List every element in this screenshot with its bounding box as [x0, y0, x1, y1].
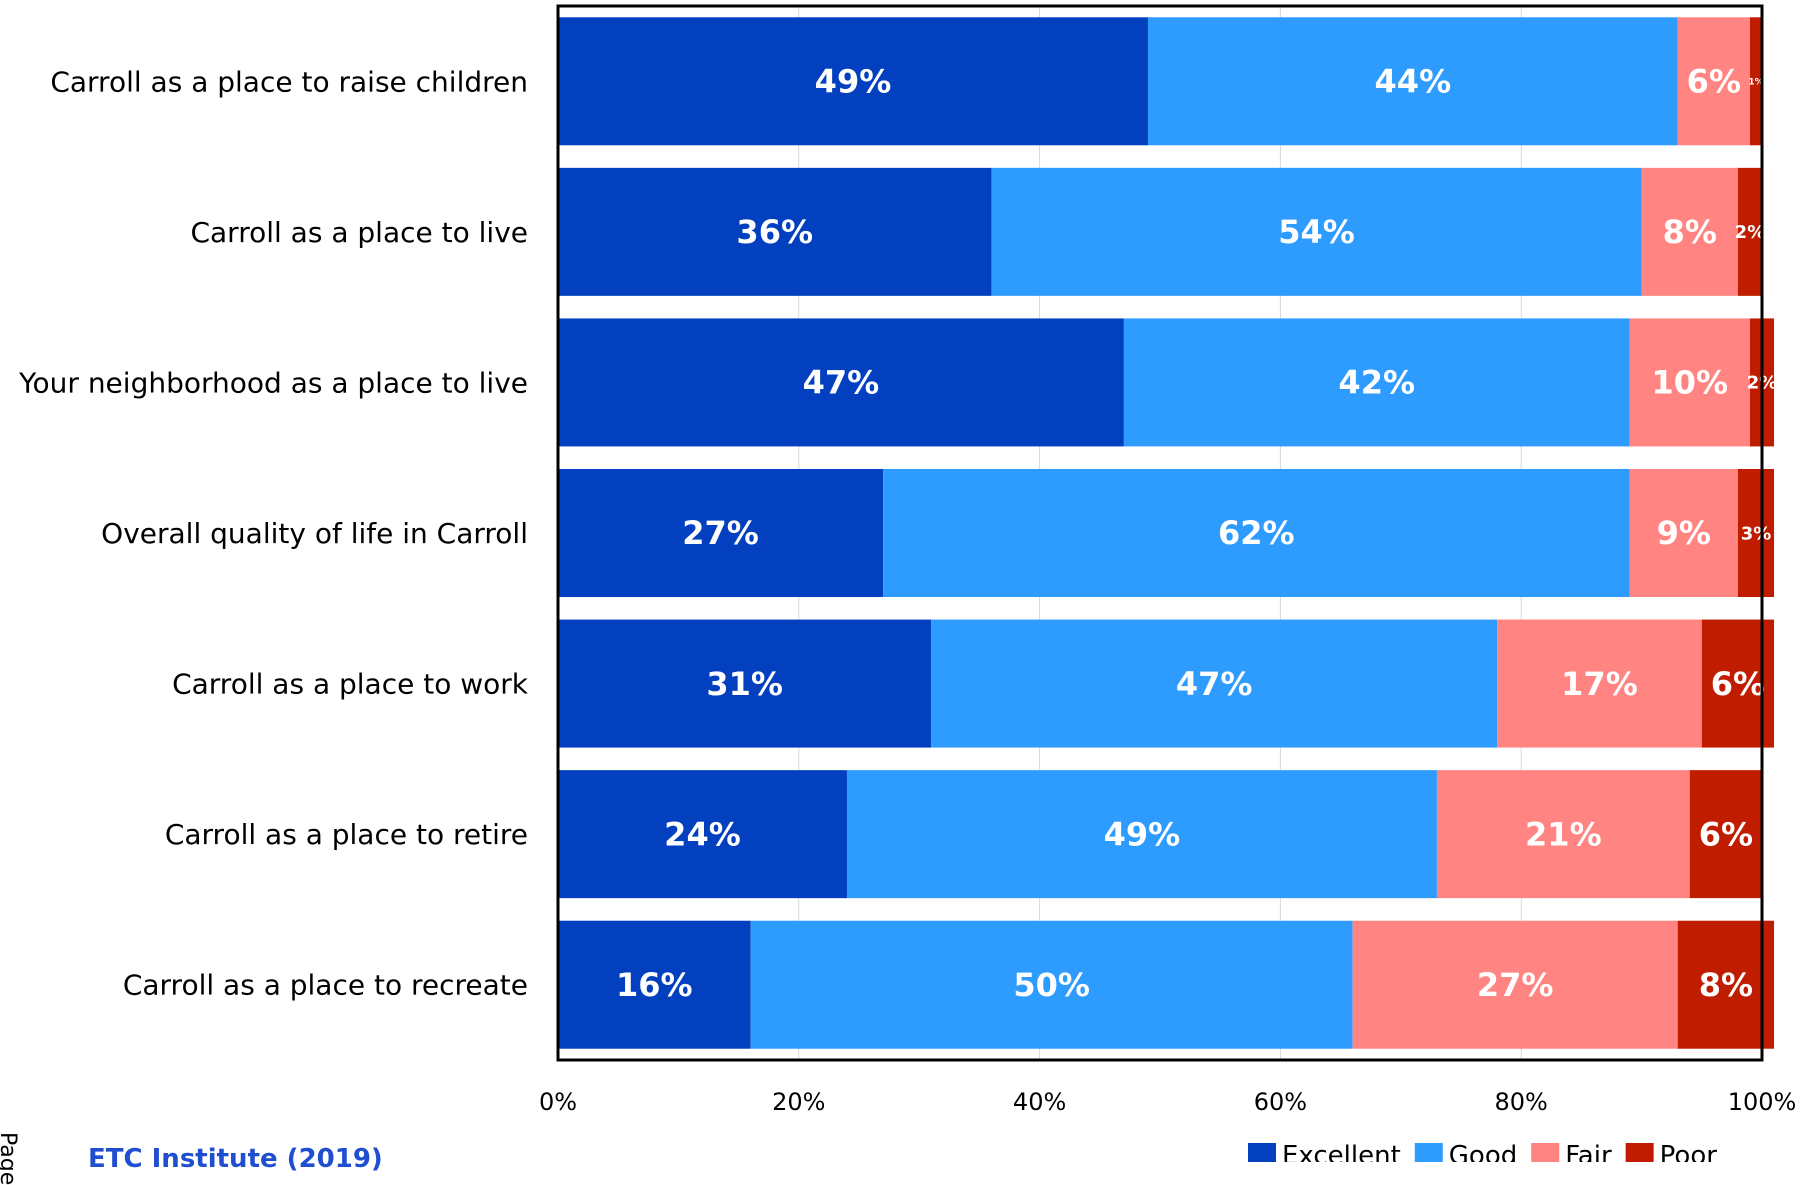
category-label: Carroll as a place to retire [165, 818, 528, 851]
bar-segment-fair [1497, 619, 1702, 748]
data-label: 36% [736, 213, 813, 251]
x-tick-label: 0% [539, 1088, 577, 1116]
category-label: Overall quality of life in Carroll [101, 517, 528, 550]
bar-segment-fair [1436, 770, 1690, 899]
legend-swatch-good [1414, 1143, 1443, 1162]
legend-swatch-fair [1531, 1143, 1560, 1162]
bar-segment-excellent [558, 770, 847, 899]
data-label: 16% [616, 966, 693, 1004]
category-labels: Carroll as a place to raise children Carr… [18, 65, 529, 1001]
legend-label: Excellent [1282, 1141, 1401, 1162]
bar-segment-good [1147, 17, 1678, 146]
category-label: Carroll as a place to work [172, 668, 529, 701]
plot-frame [556, 4, 1764, 1062]
bar-segment-fair [1352, 920, 1678, 1049]
bar-segment-good [846, 770, 1437, 899]
data-label: 8% [1663, 213, 1717, 251]
bar-segment-good [991, 167, 1642, 296]
legend-label: Poor [1660, 1141, 1718, 1162]
x-tick-label: 100% [1728, 1088, 1797, 1116]
bar-segment-excellent [558, 318, 1124, 447]
legend-label: Fair [1565, 1141, 1612, 1162]
data-label: 47% [803, 364, 880, 402]
category-label: Carroll as a place to live [190, 216, 528, 249]
x-tick-label: 80% [1495, 1088, 1548, 1116]
bar-segment-excellent [558, 167, 992, 296]
x-axis-ticks: 0% 20% 40% 60% 80% 100% [539, 1088, 1796, 1116]
bars: 49% 44% 6% 1%36% 54% 8% 2%47% 42% 10% 2%27% 62% 9% 3… [558, 17, 1777, 1049]
legend-swatch-poor [1625, 1143, 1654, 1162]
bar-segment-good [1123, 318, 1630, 447]
data-label: 21% [1525, 815, 1602, 853]
data-label: 2% [1735, 222, 1766, 243]
category-label: Carroll as a place to recreate [123, 969, 528, 1002]
data-label: 9% [1657, 514, 1711, 552]
bar-segment-excellent [558, 619, 932, 748]
data-label: 6% [1687, 62, 1741, 100]
bar-segment-fair [1641, 167, 1738, 296]
data-label: 50% [1013, 966, 1090, 1004]
data-label: 42% [1338, 364, 1415, 402]
data-label: 6% [1699, 815, 1753, 853]
x-tick-label: 40% [1013, 1088, 1066, 1116]
bar-segment-fair [1629, 318, 1750, 447]
bar-segment-poor [1689, 770, 1762, 899]
data-label: 10% [1651, 364, 1728, 402]
data-label: 8% [1699, 966, 1753, 1004]
bar-segment-good [883, 469, 1630, 597]
data-label: 6% [1711, 665, 1765, 703]
data-label: 47% [1176, 665, 1253, 703]
x-tick-label: 60% [1254, 1088, 1307, 1116]
data-label: 62% [1218, 514, 1295, 552]
bar-segment-fair [1677, 17, 1750, 146]
bar-segment-poor [1737, 469, 1775, 597]
legend-swatch-excellent [1248, 1143, 1276, 1162]
source-citation: ETC Institute (2019) [88, 1144, 383, 1174]
data-label: 17% [1561, 665, 1638, 703]
legend-label: Good [1449, 1141, 1517, 1162]
data-label: 27% [1477, 966, 1554, 1004]
page-label: Page [0, 1132, 20, 1185]
data-label: 31% [706, 665, 783, 703]
data-label: 49% [1104, 815, 1181, 853]
bar-segment-poor [1749, 17, 1762, 146]
data-label: 49% [815, 62, 892, 100]
bar-segment-excellent [558, 469, 884, 597]
data-label: 1% [1748, 77, 1763, 87]
bar-segment-poor [1677, 920, 1775, 1049]
bar-segment-good [750, 920, 1353, 1049]
x-tick-label: 20% [772, 1088, 825, 1116]
bar-segment-excellent [558, 17, 1148, 146]
data-label: 24% [664, 815, 741, 853]
bar-segment-good [931, 619, 1498, 748]
data-label: 44% [1375, 62, 1452, 100]
legend: Excellent Good Fair Poor [1248, 1141, 1717, 1162]
data-label: 54% [1278, 213, 1355, 251]
data-label: 3% [1741, 523, 1772, 544]
category-label: Your neighborhood as a place to live [18, 366, 528, 399]
bar-segment-fair [1629, 469, 1738, 597]
bar-segment-excellent [558, 920, 751, 1049]
data-label: 27% [682, 514, 759, 552]
bar-segment-poor [1737, 167, 1762, 296]
category-label: Carroll as a place to raise children [50, 65, 528, 98]
